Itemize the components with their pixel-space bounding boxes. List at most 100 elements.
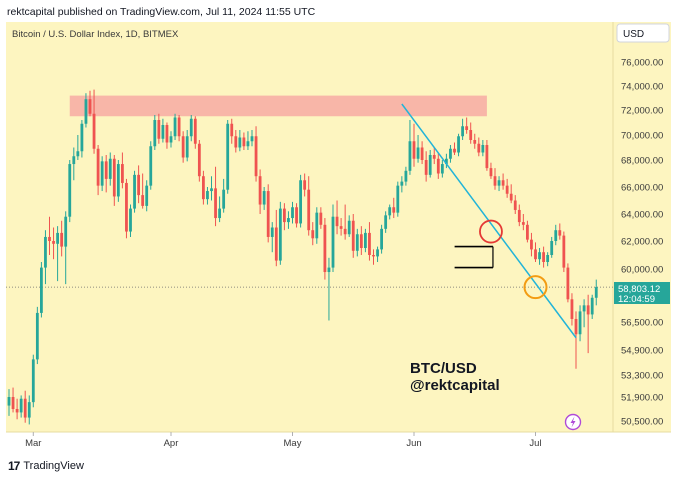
y-tick-label: 74,000.00 xyxy=(621,82,663,93)
candle xyxy=(258,169,262,214)
candle xyxy=(56,226,59,282)
y-tick-label: 68,000.00 xyxy=(621,156,663,167)
candle xyxy=(432,147,436,165)
current-price-label: 58,803.12 xyxy=(618,284,660,295)
candle xyxy=(368,222,371,261)
candle xyxy=(250,130,254,147)
candle xyxy=(517,204,521,227)
candle xyxy=(246,131,250,150)
bar-countdown-label: 12:04:59 xyxy=(618,294,655,305)
candle xyxy=(278,201,282,265)
candle xyxy=(465,117,469,134)
lightning-icon[interactable] xyxy=(564,413,582,431)
candle xyxy=(189,115,193,142)
candle xyxy=(489,162,493,179)
candle xyxy=(149,141,153,190)
candle xyxy=(477,137,481,157)
chart-title: Bitcoin / U.S. Dollar Index, 1D, BITMEX xyxy=(12,29,179,40)
candle xyxy=(521,214,525,231)
candle xyxy=(27,395,31,425)
tradingview-footer[interactable]: 17 TradingView xyxy=(8,459,84,473)
candle xyxy=(558,223,562,240)
candle xyxy=(505,178,509,198)
candle xyxy=(116,160,120,202)
candle xyxy=(449,145,452,163)
candle xyxy=(343,204,347,240)
candle xyxy=(214,166,217,227)
candle xyxy=(226,120,230,194)
candle xyxy=(473,133,477,149)
candle xyxy=(60,220,64,257)
candle xyxy=(266,184,270,243)
y-tick-label: 56,500.00 xyxy=(621,318,663,329)
candle xyxy=(562,231,566,273)
candle xyxy=(351,214,355,258)
candle xyxy=(327,257,331,321)
candle xyxy=(578,305,582,342)
range-box xyxy=(454,245,494,269)
candle xyxy=(295,203,298,228)
tradingview-logo-icon: 17 xyxy=(8,459,20,473)
candle xyxy=(141,173,145,209)
watermark-author: @rektcapital xyxy=(410,377,500,394)
candle xyxy=(169,131,173,148)
candle xyxy=(125,178,128,239)
candle xyxy=(307,176,311,236)
candle xyxy=(202,170,205,205)
candle xyxy=(412,123,416,167)
candle xyxy=(509,184,513,204)
candle xyxy=(197,140,201,182)
candle xyxy=(538,248,541,265)
publisher-header: rektcapital published on TradingView.com… xyxy=(7,6,316,18)
candle xyxy=(100,156,104,192)
candle xyxy=(388,204,392,220)
candle xyxy=(493,168,497,190)
candle xyxy=(11,387,15,413)
candle xyxy=(586,294,590,354)
x-tick-label: Apr xyxy=(164,438,179,449)
candle xyxy=(161,118,165,143)
candle xyxy=(534,242,537,262)
candle xyxy=(376,246,379,262)
y-tick-label: 60,000.00 xyxy=(621,265,663,276)
candle xyxy=(590,294,594,319)
candle xyxy=(48,216,51,255)
candle xyxy=(40,262,43,318)
candle xyxy=(137,165,140,204)
candle xyxy=(359,226,363,255)
candle xyxy=(133,170,136,213)
candle xyxy=(501,173,505,190)
candle xyxy=(404,166,408,186)
candle xyxy=(400,176,404,193)
candle xyxy=(364,228,367,253)
candle xyxy=(440,160,444,178)
y-tick-label: 54,900.00 xyxy=(621,346,663,357)
candle xyxy=(242,132,246,150)
candle xyxy=(283,203,286,231)
candle xyxy=(193,116,197,149)
candle xyxy=(80,120,84,158)
x-tick-label: May xyxy=(284,438,302,449)
candle xyxy=(372,249,375,265)
candle xyxy=(206,187,209,205)
candle xyxy=(145,180,149,212)
tradingview-brand: TradingView xyxy=(23,460,84,472)
candle xyxy=(230,118,234,144)
candle xyxy=(88,90,92,117)
y-tick-label: 76,000.00 xyxy=(621,58,663,69)
price-axis-background xyxy=(613,22,671,432)
candle xyxy=(355,228,359,257)
candle xyxy=(582,299,586,328)
candle xyxy=(436,152,440,179)
candle xyxy=(222,178,226,213)
y-tick-label: 64,000.00 xyxy=(621,210,663,221)
candle xyxy=(52,227,55,260)
candle xyxy=(319,207,323,229)
candle xyxy=(121,152,124,189)
candle xyxy=(392,197,396,219)
candle xyxy=(481,140,485,157)
candle xyxy=(331,204,335,273)
currency-button[interactable]: USD xyxy=(616,23,670,43)
candle xyxy=(274,209,278,267)
